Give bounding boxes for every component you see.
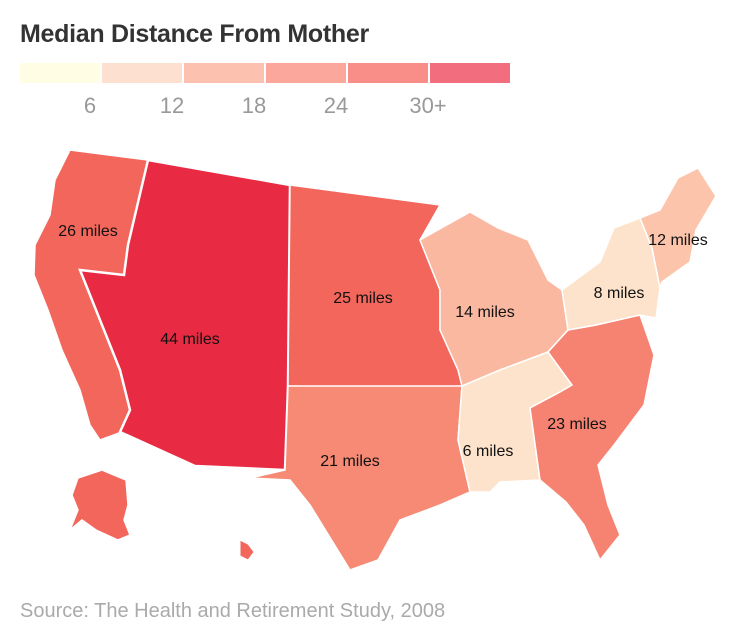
label-new-england: 12 miles xyxy=(648,232,708,249)
source-note: Source: The Health and Retirement Study,… xyxy=(20,600,446,622)
legend-swatch-4 xyxy=(266,63,346,83)
region-pacific-hawaii xyxy=(239,539,255,561)
label-mountain: 44 miles xyxy=(160,331,220,348)
label-east-north-central: 14 miles xyxy=(455,304,515,321)
legend-tick-30-plus: 30+ xyxy=(409,93,447,118)
legend-swatch-3 xyxy=(184,63,264,83)
legend-tick-18: 18 xyxy=(241,93,267,118)
legend-tick-6: 6 xyxy=(83,93,97,118)
legend-bar xyxy=(20,63,510,83)
legend-swatch-1 xyxy=(20,63,100,83)
label-west-south-central: 21 miles xyxy=(320,453,380,470)
us-map: 26 miles 44 miles 25 miles 14 miles 8 mi… xyxy=(33,149,717,571)
legend-tick-24: 24 xyxy=(323,93,349,118)
region-new-england xyxy=(639,167,717,291)
legend-swatch-6 xyxy=(430,63,510,83)
legend-swatch-2 xyxy=(102,63,182,83)
legend-tick-12: 12 xyxy=(159,93,185,118)
region-west-north-central xyxy=(287,184,463,389)
label-south-atlantic: 23 miles xyxy=(547,416,607,433)
label-west-north-central: 25 miles xyxy=(333,290,393,307)
label-east-south-central: 6 miles xyxy=(463,443,514,460)
region-middle-atlantic xyxy=(561,217,661,331)
label-middle-atlantic: 8 miles xyxy=(594,285,645,302)
legend: 6 12 18 24 30+ xyxy=(20,63,510,118)
legend-swatch-5 xyxy=(348,63,428,83)
region-pacific-alaska xyxy=(69,469,131,541)
region-south-atlantic xyxy=(529,314,655,562)
label-pacific: 26 miles xyxy=(58,223,118,240)
chart-title: Median Distance From Mother xyxy=(20,20,369,48)
